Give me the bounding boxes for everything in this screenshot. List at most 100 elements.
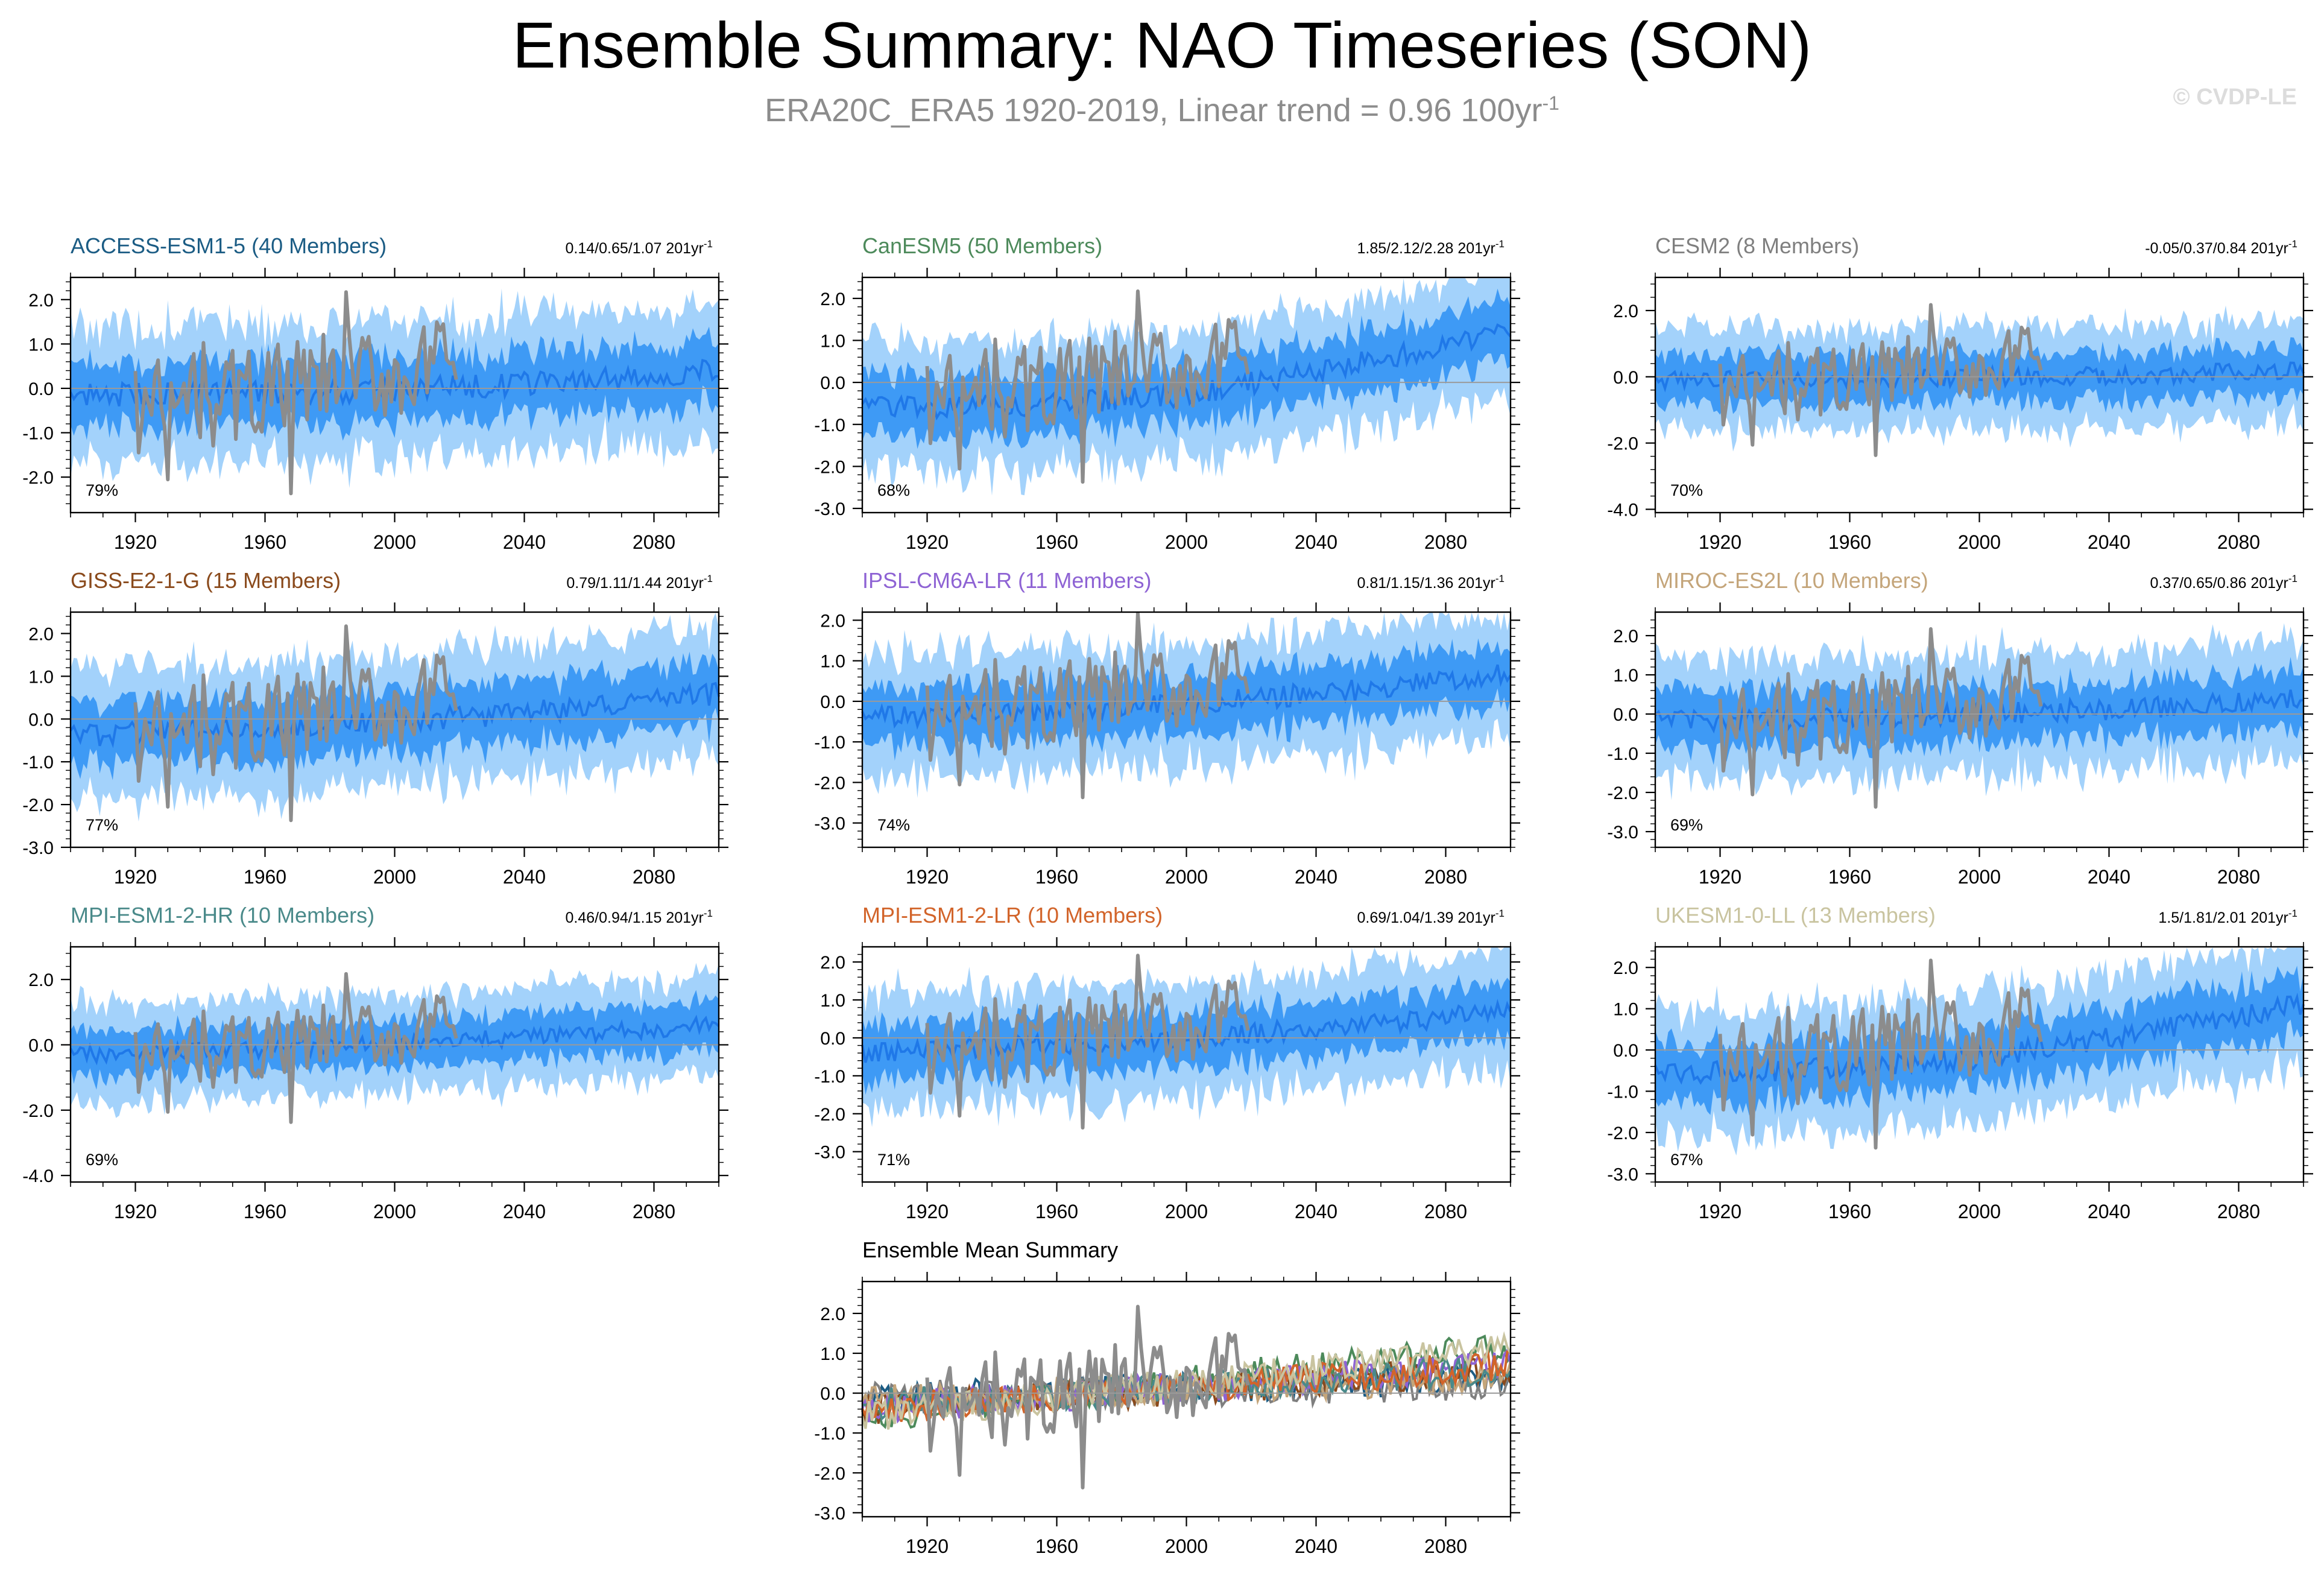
percent-label: 77% (86, 816, 118, 834)
y-tick-label: 0.0 (28, 710, 54, 730)
chart-panel-canesm5: 1920 1960 2000 2040 2080 -3.0 -2.0 -1.0 0.0 1.0 2.… (814, 233, 1520, 553)
y-tick-label: 1.0 (820, 991, 845, 1011)
trend-label-exponent: -1 (2288, 908, 2297, 919)
y-tick-label: -3.0 (1607, 1165, 1638, 1184)
ensemble-mean-line (861, 323, 1512, 421)
x-tick-label: 2080 (1424, 1535, 1467, 1557)
x-tick-label: 2040 (503, 531, 546, 553)
trend-label: -0.05/0.37/0.84 201yr-1 (2145, 238, 2297, 257)
percent-label: 79% (86, 481, 118, 499)
observed-series-line (133, 972, 458, 1124)
trend-label-exponent: -1 (704, 238, 713, 250)
y-tick-label: 2.0 (1613, 627, 1638, 646)
y-tick-label: 0.0 (1613, 368, 1638, 388)
y-tick-label: 1.0 (28, 667, 54, 687)
y-tick-label: -1.0 (814, 416, 845, 435)
y-tick-label: -1.0 (1607, 1082, 1638, 1102)
trend-label-exponent: -1 (1495, 238, 1505, 250)
y-tick-label: -1.0 (22, 424, 54, 444)
y-tick-label: 2.0 (820, 1304, 845, 1324)
x-tick-label: 1920 (906, 1201, 949, 1222)
y-tick-label: 0.0 (1613, 1041, 1638, 1061)
trend-label-text: 0.79/1.11/1.44 201yr (566, 575, 704, 592)
y-tick-label: 1.0 (28, 335, 54, 355)
x-tick-label: 1920 (1699, 866, 1741, 888)
x-tick-label: 2000 (1165, 1535, 1208, 1557)
x-tick-label: 1960 (244, 531, 286, 553)
x-tick-label: 2040 (2088, 1201, 2130, 1222)
y-tick-label: 0.0 (28, 379, 54, 399)
panel-title: MIROC-ES2L (10 Members) (1655, 568, 1928, 593)
x-tick-label: 1960 (1035, 866, 1078, 888)
trend-label-text: 0.69/1.04/1.39 201yr (1357, 909, 1495, 926)
x-tick-label: 2000 (1958, 531, 2001, 553)
y-tick-label: -2.0 (22, 795, 54, 815)
y-tick-label: 2.0 (28, 291, 54, 311)
panel-title: MPI-ESM1-2-HR (10 Members) (71, 903, 374, 928)
y-tick-label: -2.0 (814, 1105, 845, 1125)
x-tick-label: 2040 (1295, 531, 1337, 553)
x-tick-label: 2000 (1165, 1201, 1208, 1222)
percent-label: 69% (1670, 816, 1703, 834)
watermark: © CVDP-LE (2173, 84, 2297, 110)
ensemble-spread-inner (1655, 657, 2303, 765)
y-tick-label: 2.0 (820, 611, 845, 631)
trend-label-exponent: -1 (2288, 573, 2297, 584)
chart-panel-ensemble-mean-summary: 1920 1960 2000 2040 2080 -3.0 -2.0 -1.0 0.0 1.0 2.… (814, 1238, 1520, 1557)
x-tick-label: 2000 (373, 1201, 416, 1222)
y-tick-label: -2.0 (814, 773, 845, 793)
y-tick-label: -1.0 (22, 753, 54, 773)
trend-label-text: -0.05/0.37/0.84 201yr (2145, 240, 2288, 257)
ensemble-spread-inner (862, 975, 1511, 1095)
x-tick-label: 1920 (906, 1535, 949, 1557)
x-tick-label: 1960 (1828, 866, 1871, 888)
observed-series-line (1718, 303, 2043, 457)
chart-panel-cesm2: 1920 1960 2000 2040 2080 -4.0 -2.0 0.0 2.0 CESM2 … (1607, 233, 2313, 553)
x-tick-label: 1920 (114, 531, 157, 553)
x-tick-label: 2080 (633, 1201, 675, 1222)
y-tick-label: 2.0 (1613, 958, 1638, 978)
y-tick-label: 2.0 (28, 970, 54, 990)
trend-label: 1.5/1.81/2.01 201yr-1 (2158, 908, 2297, 926)
trend-label-text: 0.37/0.65/0.86 201yr (2150, 575, 2288, 592)
panel-title: CanESM5 (50 Members) (862, 233, 1102, 258)
x-tick-label: 2080 (1424, 866, 1467, 888)
y-tick-label: -3.0 (22, 838, 54, 858)
trend-label-exponent: -1 (2288, 238, 2297, 250)
panel-title: CESM2 (8 Members) (1655, 233, 1859, 258)
observed-series-line (133, 290, 458, 496)
y-tick-label: 1.0 (1613, 1000, 1638, 1020)
x-tick-label: 1920 (114, 1201, 157, 1222)
x-tick-label: 2040 (1295, 866, 1337, 888)
y-tick-label: 1.0 (820, 1344, 845, 1364)
y-tick-label: 0.0 (820, 373, 845, 393)
y-tick-label: 0.0 (820, 1029, 845, 1049)
trend-label-text: 1.5/1.81/2.01 201yr (2158, 909, 2288, 926)
trend-label-exponent: -1 (1495, 573, 1505, 584)
percent-label: 74% (877, 816, 910, 834)
x-tick-label: 1960 (1035, 1535, 1078, 1557)
ensemble-mean-line (861, 999, 1512, 1063)
y-tick-label: 0.0 (28, 1036, 54, 1056)
trend-label-exponent: -1 (704, 908, 713, 919)
y-tick-label: -4.0 (1607, 501, 1638, 520)
trend-label-text: 0.81/1.15/1.36 201yr (1357, 575, 1495, 592)
x-tick-label: 1920 (906, 531, 949, 553)
y-tick-label: -2.0 (1607, 434, 1638, 454)
y-tick-label: -3.0 (814, 814, 845, 834)
x-tick-label: 1920 (114, 866, 157, 888)
panel-title: IPSL-CM6A-LR (11 Members) (862, 568, 1151, 593)
chart-panel-access-esm1-5: 1920 1960 2000 2040 2080 -2.0 -1.0 0.0 1.0 2.0 ACC… (22, 233, 728, 553)
x-tick-label: 2000 (373, 531, 416, 553)
y-tick-label: 0.0 (820, 692, 845, 712)
x-tick-label: 2080 (633, 866, 675, 888)
panel-title: ACCESS-ESM1-5 (40 Members) (71, 233, 387, 258)
trend-label-exponent: -1 (1495, 908, 1505, 919)
page-title: Ensemble Summary: NAO Timeseries (SON) (512, 8, 1812, 81)
trend-label: 1.85/2.12/2.28 201yr-1 (1357, 238, 1505, 257)
x-tick-label: 1920 (1699, 1201, 1741, 1222)
x-tick-label: 1960 (244, 866, 286, 888)
x-tick-label: 2040 (1295, 1201, 1337, 1222)
panel-title: UKESM1-0-LL (13 Members) (1655, 903, 1936, 928)
